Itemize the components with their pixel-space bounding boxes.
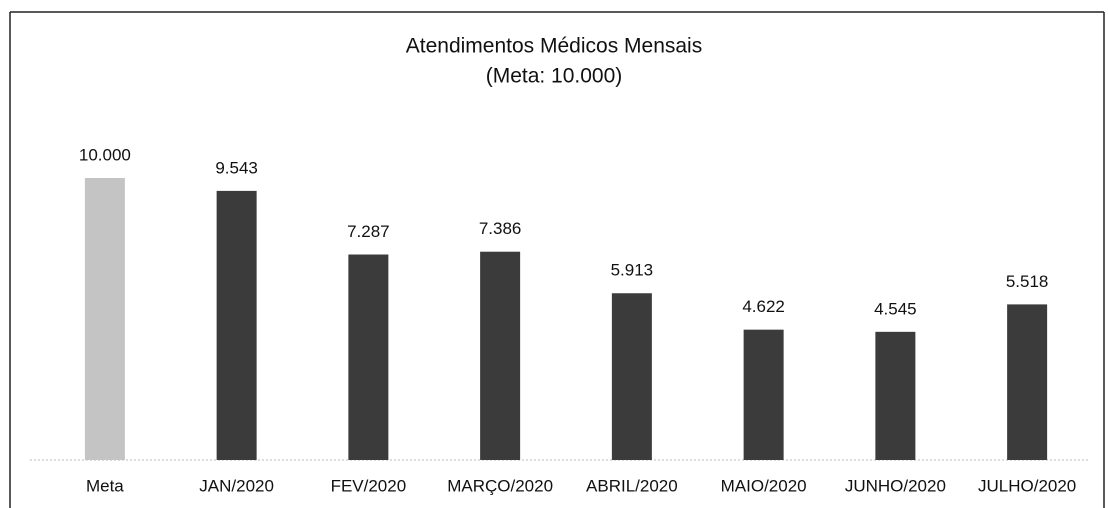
data-label: 7.386 [479,219,522,238]
bar [611,293,652,460]
bar [743,329,784,460]
bar [348,254,389,460]
bar [875,331,916,460]
x-tick-label: Meta [86,476,124,495]
x-tick-label: JAN/2020 [199,476,274,495]
chart-title: Atendimentos Médicos Mensais [406,35,702,58]
chart-subtitle: (Meta: 10.000) [486,65,623,88]
data-label: 7.287 [347,222,390,241]
data-label: 5.913 [611,261,654,280]
data-label: 4.545 [874,299,917,318]
x-tick-label: MARÇO/2020 [447,476,553,495]
x-tick-label: ABRIL/2020 [586,476,678,495]
data-label: 5.518 [1006,272,1049,291]
x-tick-label: FEV/2020 [331,476,407,495]
x-tick-label: MAIO/2020 [721,476,807,495]
data-label: 4.622 [742,297,785,316]
bar [216,190,257,461]
data-label: 10.000 [79,145,131,164]
x-tick-label: JULHO/2020 [978,476,1076,495]
data-label: 9.543 [215,158,258,177]
bar [84,178,125,460]
bar [1007,304,1048,460]
x-tick-label: JUNHO/2020 [845,476,946,495]
bar [480,251,521,460]
